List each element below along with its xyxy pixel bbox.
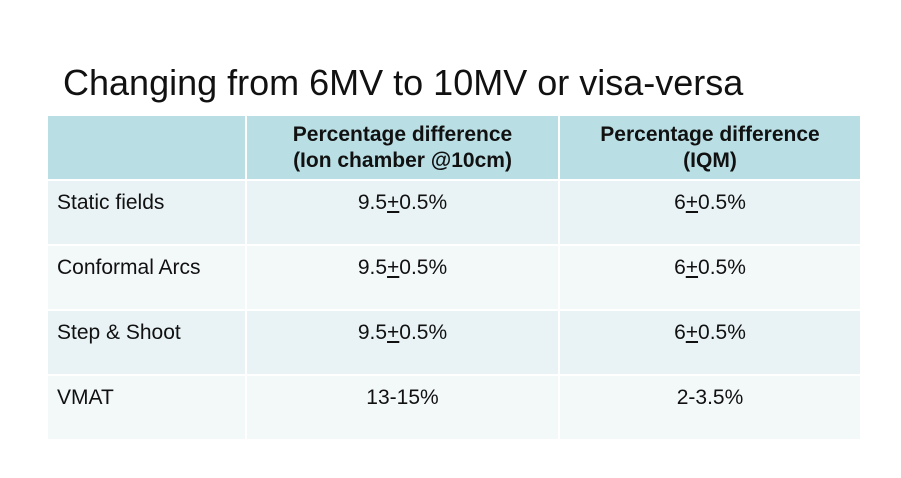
- table-row: VMAT 13-15% 2-3.5%: [46, 374, 862, 441]
- header-cell: [46, 114, 247, 181]
- header-line: (Ion chamber @10cm): [293, 148, 512, 172]
- data-table: Percentage difference (Ion chamber @10cm)…: [46, 114, 862, 441]
- value-cell: 6+0.5%: [558, 309, 862, 376]
- table-row: Static fields 9.5+0.5% 6+0.5%: [46, 179, 862, 246]
- value-part: 9.5: [357, 191, 388, 214]
- table-row: Step & Shoot 9.5+0.5% 6+0.5%: [46, 309, 862, 376]
- header-line: (IQM): [683, 148, 737, 172]
- value-cell: 13-15%: [245, 374, 560, 441]
- header-cell: Percentage difference (Ion chamber @10cm): [245, 114, 560, 181]
- plus-minus: +: [685, 321, 699, 344]
- value-part: 0.5%: [698, 191, 746, 214]
- value-part: 9.5: [357, 256, 388, 279]
- value-cell: 6+0.5%: [558, 179, 862, 246]
- value-part: 0.5%: [399, 256, 448, 279]
- plus-minus: +: [685, 191, 699, 214]
- value-cell: 9.5+0.5%: [245, 179, 560, 246]
- row-label: Conformal Arcs: [46, 244, 247, 311]
- value-part: 6: [674, 256, 686, 279]
- plus-minus: +: [685, 256, 699, 279]
- value-part: 9.5: [357, 321, 388, 344]
- plus-minus: +: [387, 256, 400, 279]
- value-part: 6: [674, 321, 686, 344]
- value-part: 0.5%: [698, 256, 746, 279]
- table-row: Conformal Arcs 9.5+0.5% 6+0.5%: [46, 244, 862, 311]
- header-line: Percentage difference: [292, 122, 513, 146]
- value-part: 0.5%: [698, 321, 746, 344]
- value-part: 0.5%: [399, 191, 448, 214]
- plus-minus: +: [387, 191, 400, 214]
- row-label: VMAT: [46, 374, 247, 441]
- value-cell: 6+0.5%: [558, 244, 862, 311]
- header-cell: Percentage difference (IQM): [558, 114, 862, 181]
- value-cell: 9.5+0.5%: [245, 244, 560, 311]
- row-label: Static fields: [46, 179, 247, 246]
- row-label: Step & Shoot: [46, 309, 247, 376]
- slide-title: Changing from 6MV to 10MV or visa-versa: [63, 62, 744, 103]
- header-line: Percentage difference: [600, 122, 820, 146]
- value-cell: 9.5+0.5%: [245, 309, 560, 376]
- plus-minus: +: [387, 321, 400, 344]
- value-part: 0.5%: [399, 321, 448, 344]
- header-row: Percentage difference (Ion chamber @10cm)…: [46, 114, 862, 181]
- value-part: 6: [674, 191, 686, 214]
- value-cell: 2-3.5%: [558, 374, 862, 441]
